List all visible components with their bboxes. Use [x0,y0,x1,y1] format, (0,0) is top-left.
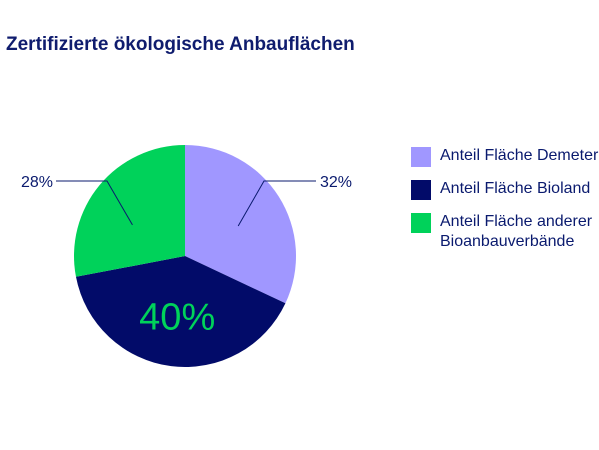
legend-swatch-bioland [411,180,431,200]
legend-item-andere: Anteil Fläche anderer Bioanbauverbände [411,212,599,252]
legend-label-andere: Anteil Fläche anderer Bioanbauverbände [440,213,593,250]
legend-item-demeter: Anteil Fläche Demeter [411,146,599,167]
legend-item-bioland: Anteil Fläche Bioland [411,179,599,200]
legend: Anteil Fläche Demeter Anteil Fläche Biola… [411,146,599,264]
slice-label-andere: 28% [21,174,53,191]
legend-swatch-demeter [411,147,431,167]
legend-swatch-andere [411,213,431,233]
slice-label-bioland: 40% [139,297,215,339]
chart-title: Zertifizierte ökologische Anbauflächen [6,34,355,55]
legend-label-bioland: Anteil Fläche Bioland [440,180,591,197]
pie-slice-andere [74,145,185,277]
leader-line-andere [56,180,133,226]
pie-slice-bioland [75,256,286,367]
legend-label-demeter: Anteil Fläche Demeter [440,147,599,164]
slice-label-demeter: 32% [320,174,352,191]
pie-slice-demeter [185,145,296,304]
leader-line-demeter [237,180,316,227]
